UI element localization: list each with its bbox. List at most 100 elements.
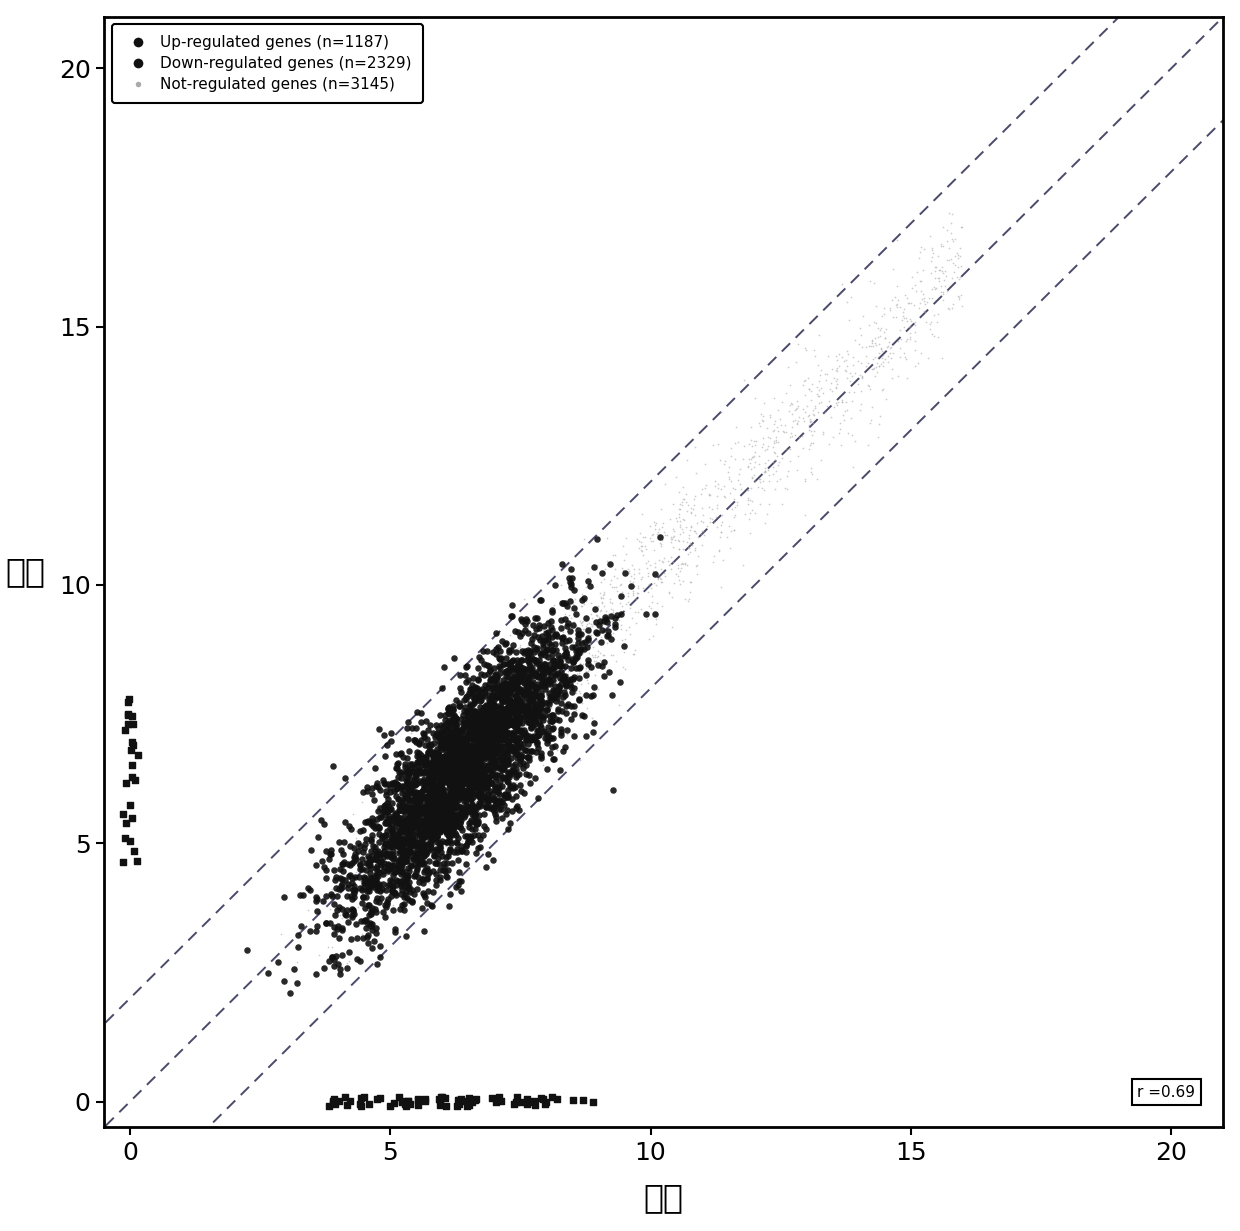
Point	[372, 867, 392, 886]
Point	[508, 691, 528, 710]
Point	[443, 742, 463, 762]
Point	[460, 723, 480, 742]
Point	[459, 751, 479, 771]
Point	[775, 478, 795, 497]
Point	[681, 521, 701, 540]
Point	[427, 782, 446, 801]
Point	[471, 746, 491, 766]
Point	[515, 672, 534, 692]
Point	[465, 767, 485, 787]
Point	[492, 708, 512, 728]
Point	[453, 831, 472, 851]
Point	[482, 744, 502, 763]
Point	[759, 471, 779, 491]
Point	[520, 675, 539, 694]
Point	[361, 816, 381, 836]
Point	[575, 622, 595, 641]
Point	[475, 761, 495, 780]
Point	[495, 688, 515, 708]
Point	[866, 313, 885, 332]
Point	[552, 719, 572, 739]
Point	[446, 799, 466, 819]
Point	[719, 516, 739, 535]
Point	[409, 825, 429, 844]
Point	[392, 862, 412, 881]
Point	[472, 735, 492, 755]
Point	[392, 768, 412, 788]
Point	[401, 803, 420, 822]
Point	[928, 268, 947, 288]
Point	[908, 262, 928, 282]
Point	[684, 437, 704, 457]
Point	[541, 662, 560, 682]
Point	[454, 739, 474, 758]
Point	[389, 822, 409, 842]
Point	[467, 777, 487, 796]
Point	[459, 709, 479, 729]
Point	[498, 699, 518, 719]
Point	[485, 790, 505, 810]
Point	[438, 736, 458, 756]
Point	[541, 639, 560, 659]
Point	[413, 821, 433, 841]
Point	[269, 953, 289, 972]
Point	[450, 816, 470, 836]
Point	[327, 900, 347, 920]
Point	[495, 715, 515, 735]
Point	[625, 640, 645, 660]
Point	[435, 819, 455, 838]
Point	[501, 697, 521, 716]
Point	[476, 730, 496, 750]
Point	[391, 800, 410, 820]
Point	[487, 672, 507, 692]
Point	[325, 1088, 345, 1108]
Point	[531, 659, 551, 678]
Point	[435, 756, 455, 776]
Point	[410, 842, 430, 862]
Point	[471, 728, 491, 747]
Point	[434, 792, 454, 811]
Point	[501, 710, 521, 730]
Point	[342, 889, 362, 908]
Point	[723, 479, 743, 499]
Point	[520, 651, 539, 671]
Point	[536, 1092, 556, 1112]
Point	[394, 847, 414, 867]
Point	[688, 547, 708, 566]
Point	[484, 723, 503, 742]
Point	[474, 747, 494, 767]
Point	[837, 368, 857, 388]
Point	[463, 768, 482, 788]
Point	[418, 744, 438, 763]
Point	[486, 697, 506, 716]
Point	[534, 664, 554, 683]
Point	[598, 551, 618, 571]
Point	[415, 842, 435, 862]
Point	[428, 848, 448, 868]
Point	[815, 364, 835, 384]
Point	[432, 798, 451, 817]
Point	[485, 805, 505, 825]
Point	[407, 816, 427, 836]
Point	[367, 857, 387, 876]
Point	[598, 660, 618, 680]
Point	[439, 697, 459, 716]
Point	[477, 708, 497, 728]
Point	[859, 272, 879, 292]
Point	[445, 767, 465, 787]
Point	[450, 678, 470, 698]
Point	[397, 812, 417, 832]
Point	[505, 699, 525, 719]
Point	[559, 650, 579, 670]
Point	[401, 777, 420, 796]
Point	[537, 611, 557, 630]
Point	[461, 827, 481, 847]
Point	[470, 768, 490, 788]
Point	[528, 697, 548, 716]
Point	[500, 731, 520, 751]
Point	[455, 665, 475, 684]
Point	[533, 675, 553, 694]
Point	[572, 693, 591, 713]
Point	[418, 880, 438, 900]
Point	[552, 656, 572, 676]
